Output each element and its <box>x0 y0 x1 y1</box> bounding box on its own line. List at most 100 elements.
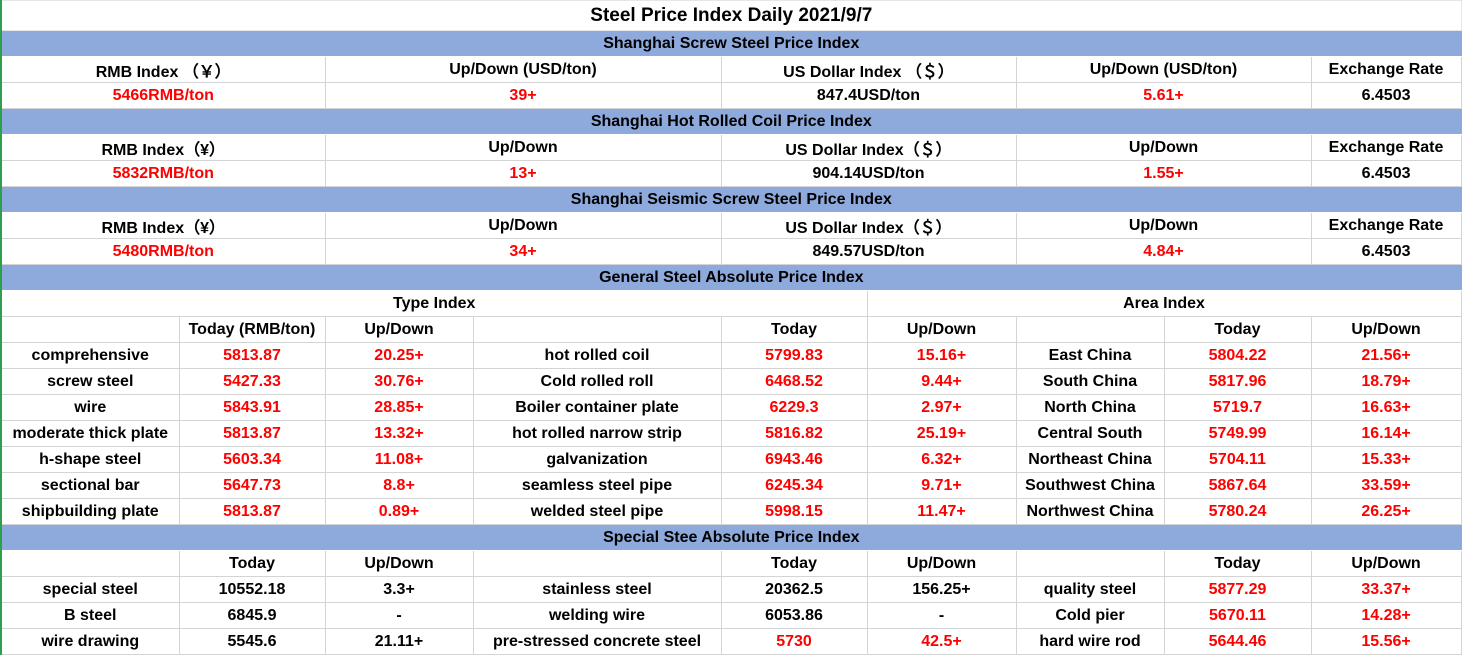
group-header: Area Index <box>866 290 1462 317</box>
value: 156.25+ <box>866 576 1017 603</box>
column-header: Today <box>178 550 326 577</box>
section-title: General Steel Absolute Price Index <box>0 264 1462 291</box>
item-name: special steel <box>0 576 180 603</box>
value: 3.3+ <box>324 576 474 603</box>
row: Special Stee Absolute Price Index <box>0 524 1462 551</box>
value: 0.89+ <box>324 498 474 525</box>
value: 16.14+ <box>1310 420 1462 447</box>
item-name: hard wire rod <box>1015 628 1165 655</box>
value: 5704.11 <box>1163 446 1312 473</box>
column-header: Up/Down <box>1015 212 1312 239</box>
item-name: hot rolled narrow strip <box>472 420 722 447</box>
value: 33.59+ <box>1310 472 1462 499</box>
item-name: Northwest China <box>1015 498 1165 525</box>
column-header: Up/Down <box>1310 316 1462 343</box>
row: screw steel 5427.33 30.76+ Cold rolled roll… <box>0 368 1462 395</box>
value: 6943.46 <box>720 446 868 473</box>
value: 10552.18 <box>178 576 326 603</box>
value: 5719.7 <box>1163 394 1312 421</box>
value: 18.79+ <box>1310 368 1462 395</box>
value: 20362.5 <box>720 576 868 603</box>
item-name: galvanization <box>472 446 722 473</box>
value: 30.76+ <box>324 368 474 395</box>
value: 5603.34 <box>178 446 326 473</box>
item-name: seamless steel pipe <box>472 472 722 499</box>
row: Type Index Area Index <box>0 290 1462 317</box>
row: Shanghai Hot Rolled Coil Price Index <box>0 108 1462 135</box>
item-name: shipbuilding plate <box>0 498 180 525</box>
row: RMB Index（¥） Up/Down US Dollar Index（＄） Up/… <box>0 212 1462 239</box>
value: 5804.22 <box>1163 342 1312 369</box>
item-name: welded steel pipe <box>472 498 722 525</box>
empty-cell <box>0 550 180 577</box>
value: 21.11+ <box>324 628 474 655</box>
value: 904.14USD/ton <box>720 160 1017 187</box>
value: 6.4503 <box>1310 160 1462 187</box>
value: 5813.87 <box>178 342 326 369</box>
section-title: Shanghai Seismic Screw Steel Price Index <box>0 186 1462 213</box>
row: 5480RMB/ton 34+ 849.57USD/ton 4.84+ 6.4503 <box>0 238 1462 265</box>
column-header: Up/Down (USD/ton) <box>1015 56 1312 83</box>
value: 847.4USD/ton <box>720 82 1017 109</box>
value: 5867.64 <box>1163 472 1312 499</box>
value: 21.56+ <box>1310 342 1462 369</box>
section-title: Shanghai Hot Rolled Coil Price Index <box>0 108 1462 135</box>
value: 5545.6 <box>178 628 326 655</box>
column-header: Today <box>720 316 868 343</box>
column-header: Today <box>720 550 868 577</box>
value: 4.84+ <box>1015 238 1312 265</box>
value: 5813.87 <box>178 498 326 525</box>
column-header: Up/Down <box>1015 134 1312 161</box>
value: 11.47+ <box>866 498 1017 525</box>
row: 5832RMB/ton 13+ 904.14USD/ton 1.55+ 6.4503 <box>0 160 1462 187</box>
section-title: Shanghai Screw Steel Price Index <box>0 30 1462 57</box>
item-name: wire drawing <box>0 628 180 655</box>
value: 6.4503 <box>1310 82 1462 109</box>
row: Shanghai Seismic Screw Steel Price Index <box>0 186 1462 213</box>
value: 6.32+ <box>866 446 1017 473</box>
value: 20.25+ <box>324 342 474 369</box>
value: 6245.34 <box>720 472 868 499</box>
column-header: US Dollar Index（＄） <box>720 212 1017 239</box>
item-name: wire <box>0 394 180 421</box>
value: 5780.24 <box>1163 498 1312 525</box>
value: 5644.46 <box>1163 628 1312 655</box>
item-name: East China <box>1015 342 1165 369</box>
section-title: Special Stee Absolute Price Index <box>0 524 1462 551</box>
value: 5799.83 <box>720 342 868 369</box>
value: 5670.11 <box>1163 602 1312 629</box>
item-name: welding wire <box>472 602 722 629</box>
row: moderate thick plate 5813.87 13.32+ hot rol… <box>0 420 1462 447</box>
row: Today Up/Down Today Up/Down Today Up/Down <box>0 550 1462 577</box>
item-name: moderate thick plate <box>0 420 180 447</box>
value: 5427.33 <box>178 368 326 395</box>
empty-cell <box>1015 316 1165 343</box>
value: 26.25+ <box>1310 498 1462 525</box>
value: 16.63+ <box>1310 394 1462 421</box>
group-header: Type Index <box>0 290 868 317</box>
value: 6229.3 <box>720 394 868 421</box>
value: 6053.86 <box>720 602 868 629</box>
item-name: Southwest China <box>1015 472 1165 499</box>
value: 15.33+ <box>1310 446 1462 473</box>
value: 5730 <box>720 628 868 655</box>
value: 9.44+ <box>866 368 1017 395</box>
column-header: Up/Down (USD/ton) <box>324 56 722 83</box>
value: 15.56+ <box>1310 628 1462 655</box>
column-header: US Dollar Index （＄） <box>720 56 1017 83</box>
value: 5843.91 <box>178 394 326 421</box>
row: wire 5843.91 28.85+ Boiler container plate 6… <box>0 394 1462 421</box>
row: comprehensive 5813.87 20.25+ hot rolled coi… <box>0 342 1462 369</box>
value: 34+ <box>324 238 722 265</box>
value: 13+ <box>324 160 722 187</box>
column-header: Exchange Rate <box>1310 134 1462 161</box>
item-name: Cold pier <box>1015 602 1165 629</box>
value: 8.8+ <box>324 472 474 499</box>
item-name: Boiler container plate <box>472 394 722 421</box>
empty-cell <box>472 316 722 343</box>
column-header: Up/Down <box>324 550 474 577</box>
row: Steel Price Index Daily 2021/9/7 <box>0 0 1462 31</box>
value: 5466RMB/ton <box>0 82 326 109</box>
column-header: Up/Down <box>1310 550 1462 577</box>
row: special steel 10552.18 3.3+ stainless steel… <box>0 576 1462 603</box>
